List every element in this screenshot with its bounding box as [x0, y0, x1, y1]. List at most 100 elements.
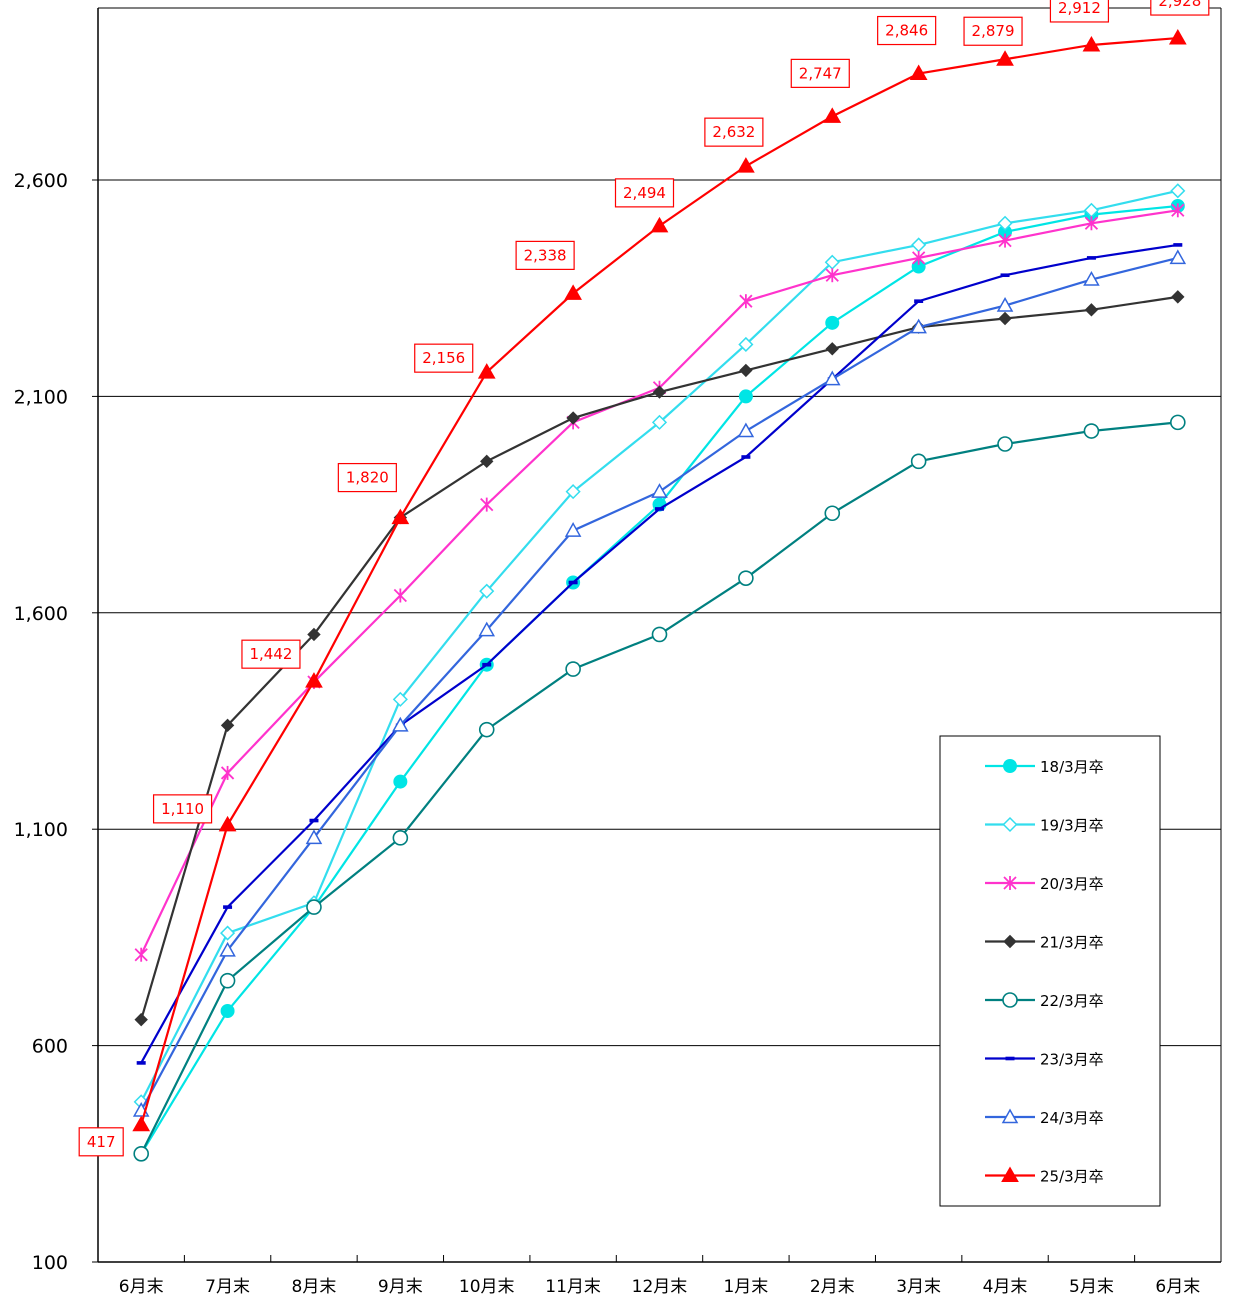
data-point [305, 672, 323, 688]
data-point [825, 342, 839, 356]
data-point [1170, 414, 1186, 431]
data-point [737, 422, 755, 438]
data-label-box [152, 794, 213, 824]
data-label: 2,747 [790, 58, 850, 88]
legend-label: 23/3月卒 [1040, 1051, 1104, 1069]
y-tick-label: 1,600 [14, 603, 68, 625]
data-point [825, 268, 839, 283]
data-label-text: 2,928 [1158, 0, 1201, 10]
data-point [1086, 256, 1096, 260]
axes [92, 7, 1222, 1263]
data-point [220, 925, 236, 941]
data-point [565, 661, 581, 677]
data-point [307, 627, 321, 642]
legend-marker [1003, 934, 1017, 949]
legend-label: 24/3月卒 [1040, 1109, 1104, 1127]
data-labels: 417 1,110 1,442 1,820 2,156 2,338 2,494 2,632 2,… [78, 0, 1210, 1157]
data-label-text: 1,820 [346, 469, 389, 487]
data-label: 1,820 [337, 462, 397, 493]
x-tick-label: 7月末 [205, 1277, 250, 1297]
data-point [650, 216, 669, 233]
data-point [220, 718, 235, 733]
data-label-text: 417 [87, 1133, 116, 1151]
legend-item: 19/3月卒 [985, 817, 1104, 835]
series-22/3月卒 [133, 414, 1186, 1162]
data-label: 2,156 [414, 343, 474, 373]
data-point [655, 507, 664, 511]
legend-label: 25/3月卒 [1040, 1168, 1104, 1186]
legend-marker [1002, 816, 1018, 833]
data-label: 1,442 [241, 639, 301, 669]
data-point [997, 436, 1013, 452]
y-tick-label: 2,100 [14, 386, 68, 408]
x-tick-label: 6月末 [1155, 1277, 1200, 1297]
data-point [393, 588, 407, 603]
data-point [1000, 273, 1010, 278]
data-point [219, 941, 236, 957]
data-point [565, 484, 581, 500]
series-25/3月卒 [132, 29, 1187, 1132]
data-point [914, 299, 924, 303]
series-24/3月卒 [132, 249, 1187, 1117]
data-point [739, 294, 753, 309]
data-point [1171, 203, 1185, 218]
y-tick-label: 1,100 [14, 819, 68, 841]
data-point [223, 905, 233, 909]
y-tick-label: 100 [32, 1252, 68, 1274]
data-point [1169, 249, 1187, 265]
data-point [568, 580, 578, 585]
data-label-box [414, 343, 474, 373]
data-point [738, 336, 754, 353]
data-label-box [963, 16, 1023, 46]
data-point [478, 721, 495, 738]
data-label-box [704, 117, 764, 147]
data-label-box [78, 1127, 124, 1157]
data-point [309, 818, 319, 823]
data-label-text: 2,494 [623, 184, 666, 202]
legend-box [939, 735, 1161, 1207]
y-tick-label: 2,600 [14, 170, 68, 192]
data-label-box [790, 58, 850, 88]
data-point [737, 157, 755, 173]
x-tick-label: 6月末 [119, 1277, 164, 1297]
data-label-text: 2,912 [1058, 0, 1101, 17]
legend-label: 20/3月卒 [1040, 875, 1104, 893]
legend-marker [1003, 876, 1017, 890]
data-point [134, 1012, 148, 1027]
legend-marker [1002, 992, 1018, 1008]
data-point [912, 250, 926, 265]
x-tick-labels: 6月末 7月末 8月末 9月末 10月末 11月末 12月末 1月末 2月末 3月末 4月末 5月末 6… [119, 1277, 1200, 1297]
data-label-box [241, 639, 301, 669]
x-tick-label: 3月末 [896, 1277, 941, 1297]
data-label: 2,912 [1049, 0, 1110, 23]
x-tick-label: 4月末 [983, 1277, 1028, 1297]
data-label-text: 2,632 [712, 123, 755, 141]
data-point [998, 311, 1012, 326]
legend-marker [1001, 1108, 1019, 1124]
data-point [823, 370, 841, 386]
data-point [911, 237, 927, 253]
data-label-box [337, 462, 397, 493]
legend-item: 20/3月卒 [985, 875, 1104, 893]
data-point [133, 1146, 149, 1162]
data-point [1083, 271, 1100, 286]
data-point [480, 454, 494, 469]
data-label: 2,632 [704, 117, 764, 147]
data-point [1084, 216, 1099, 231]
data-point [738, 389, 753, 404]
data-point [1083, 423, 1100, 439]
data-point [1082, 35, 1101, 52]
y-tick-labels: 100 600 1,100 1,600 2,100 2,600 [14, 170, 68, 1274]
series-lines [132, 29, 1187, 1162]
data-point [305, 829, 323, 845]
x-tick-label: 1月末 [723, 1277, 768, 1297]
data-point [132, 1115, 151, 1132]
data-label-text: 2,156 [422, 349, 465, 367]
legend-marker [1001, 1166, 1019, 1182]
data-point [392, 716, 409, 732]
data-label: 1,110 [152, 794, 213, 824]
y-tick-label: 600 [32, 1036, 68, 1058]
legend-item: 24/3月卒 [985, 1108, 1104, 1127]
data-point [480, 497, 494, 512]
legend-label: 18/3月卒 [1040, 758, 1104, 776]
